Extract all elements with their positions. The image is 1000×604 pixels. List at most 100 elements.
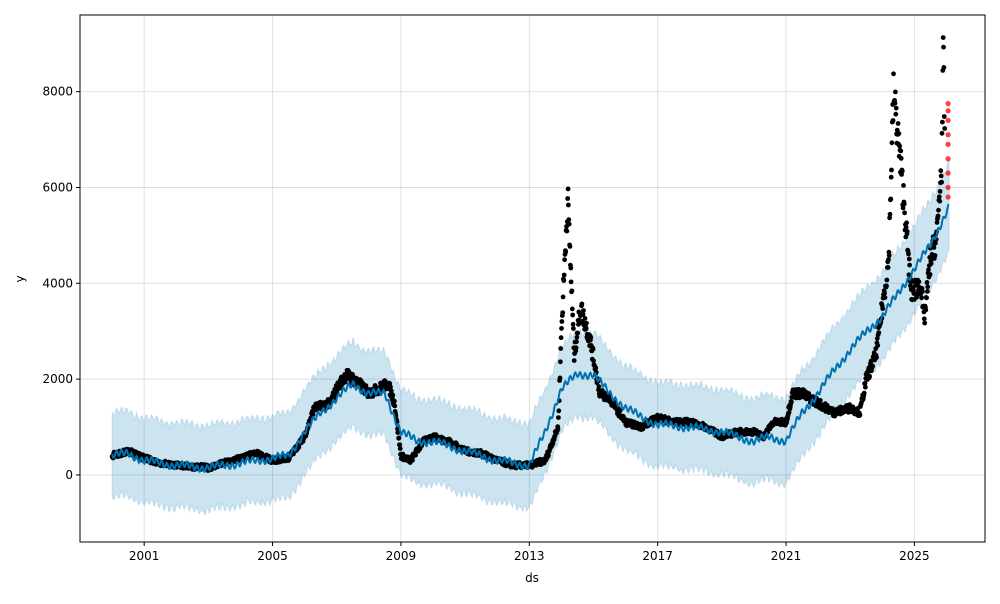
observed-point [928,261,934,266]
observed-point [889,140,895,146]
observed-point [588,335,594,340]
observed-point [939,130,945,136]
observed-point [579,301,585,307]
observed-point [560,310,566,315]
observed-point [922,320,928,326]
observed-point [556,415,561,420]
observed-point [876,330,882,335]
outlier-point [945,156,951,162]
observed-point [906,256,912,262]
y-tick-label: 8000 [42,85,73,99]
observed-point [935,213,941,219]
observed-point [559,319,565,324]
observed-point [893,111,899,117]
observed-point [907,262,912,268]
observed-point [903,224,909,230]
observed-point [885,265,891,270]
observed-point [397,446,403,452]
observed-point [925,284,931,290]
observed-point [887,215,892,221]
observed-point [937,198,943,204]
observed-point [565,196,571,201]
observed-point [874,355,879,360]
observed-point [919,295,924,301]
observed-point [558,359,563,365]
observed-point [893,89,898,95]
observed-point [934,220,940,225]
observed-point [901,183,906,188]
grid [80,15,985,542]
x-tick-label: 2021 [771,549,802,563]
observed-point [571,326,576,331]
observed-point [896,131,902,137]
observed-point [870,363,876,369]
observed-point [568,279,574,285]
observed-point [574,334,580,340]
observed-point [392,398,397,404]
observed-point [557,375,563,381]
plot-frame [79,14,986,543]
observed-point [410,457,415,463]
observed-point [882,290,887,296]
observed-point [924,280,930,285]
observed-point [564,228,570,234]
observed-point [939,179,944,185]
x-axis-label: ds [525,571,539,585]
observed-point [938,173,944,179]
observed-point [558,335,564,341]
observed-point [884,283,889,289]
observed-point [388,384,393,390]
x-tick-label: 2025 [899,549,930,563]
outlier-point [945,194,951,200]
observed-point [568,265,574,271]
y-tick-label: 6000 [42,180,73,194]
observed-point [569,306,575,312]
observed-point [895,121,901,126]
observed-point [372,383,378,388]
observed-point [570,321,576,327]
y-tick-label: 0 [65,468,73,482]
observed-point [920,289,925,294]
observed-point [893,105,899,111]
outlier-point [945,117,951,123]
observed-point [887,211,893,217]
observed-point [617,408,623,413]
y-tick-label: 2000 [42,372,73,386]
observed-point [396,435,402,441]
observed-point [936,207,941,213]
observed-point [582,316,588,321]
observed-point [898,148,904,154]
observed-point [902,210,907,216]
observed-point [555,426,561,432]
observed-point [863,384,868,390]
observed-point [567,244,573,249]
outlier-point [945,141,951,147]
observed-point [890,118,896,123]
observed-point [561,278,567,283]
observed-point [310,412,316,418]
observed-point [566,221,572,227]
observed-point [570,312,576,318]
observed-point [906,272,912,278]
observed-point [900,205,906,211]
observed-point [933,240,938,246]
observed-point [867,373,872,379]
observed-point [857,412,863,418]
y-tick-label: 4000 [42,276,73,290]
observed-point [392,403,398,409]
observed-point [563,249,569,255]
observed-point [898,156,904,161]
observed-point [942,126,948,131]
observed-point [569,288,575,294]
observed-point [562,257,567,263]
observed-point [546,452,551,458]
observed-point [916,279,922,285]
outlier-point [945,101,951,107]
observed-point [850,404,856,410]
observed-point [904,220,909,226]
observed-point [580,312,586,317]
observed-point [874,336,880,341]
observed-point [936,194,942,200]
outlier-point [945,184,951,191]
observed-point [886,257,891,262]
